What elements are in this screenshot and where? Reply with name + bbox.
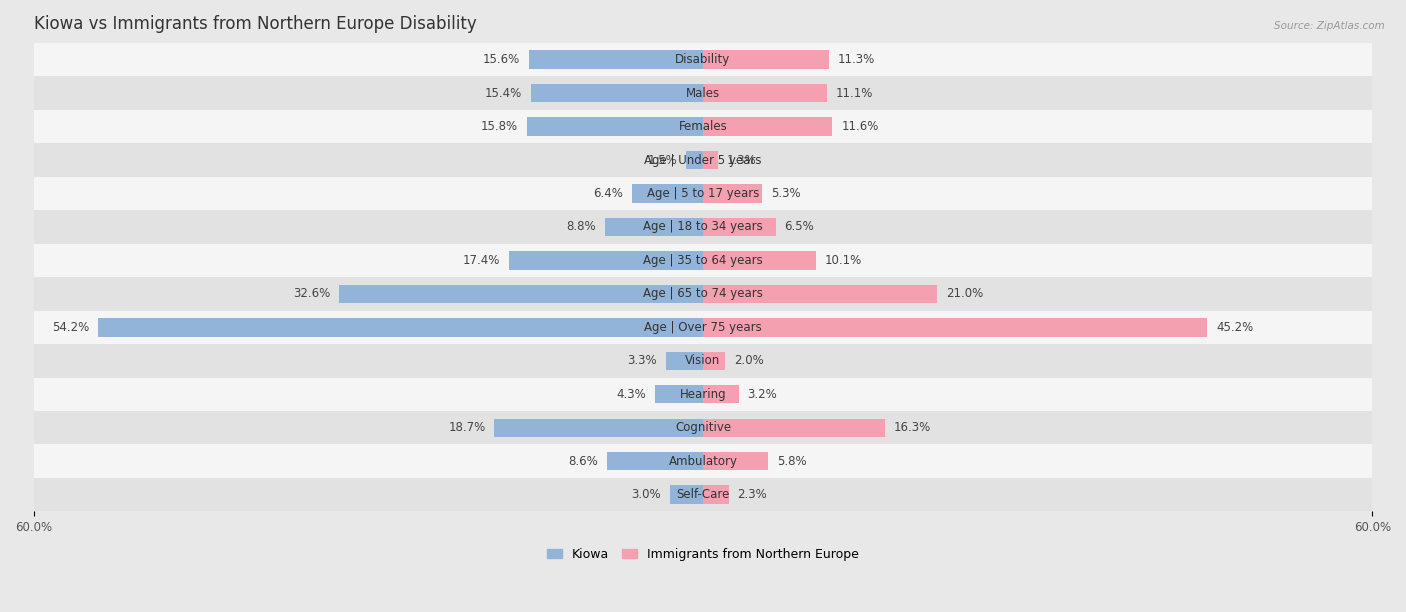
Bar [703, 419, 884, 437]
Bar [34, 311, 1372, 344]
Text: Ambulatory: Ambulatory [668, 455, 738, 468]
Text: 3.3%: 3.3% [627, 354, 657, 367]
Bar [509, 251, 703, 270]
Bar [703, 285, 938, 303]
Bar [655, 385, 703, 403]
Bar [531, 84, 703, 102]
Text: Age | Under 5 years: Age | Under 5 years [644, 154, 762, 166]
Text: Age | 65 to 74 years: Age | 65 to 74 years [643, 288, 763, 300]
Text: 4.3%: 4.3% [616, 388, 647, 401]
Text: Vision: Vision [685, 354, 721, 367]
Bar [631, 184, 703, 203]
Bar [703, 251, 815, 270]
Text: 1.5%: 1.5% [648, 154, 678, 166]
Bar [34, 444, 1372, 478]
Text: 3.2%: 3.2% [748, 388, 778, 401]
Bar [605, 218, 703, 236]
Text: Hearing: Hearing [679, 388, 727, 401]
Text: 3.0%: 3.0% [631, 488, 661, 501]
Bar [703, 452, 768, 471]
Text: Age | 18 to 34 years: Age | 18 to 34 years [643, 220, 763, 233]
Text: 15.8%: 15.8% [481, 120, 517, 133]
Text: 2.0%: 2.0% [734, 354, 763, 367]
Text: 15.4%: 15.4% [485, 86, 522, 100]
Bar [34, 344, 1372, 378]
Bar [703, 50, 830, 69]
Text: 2.3%: 2.3% [738, 488, 768, 501]
Bar [686, 151, 703, 169]
Bar [703, 385, 738, 403]
Text: 32.6%: 32.6% [292, 288, 330, 300]
Legend: Kiowa, Immigrants from Northern Europe: Kiowa, Immigrants from Northern Europe [543, 543, 863, 566]
Text: Disability: Disability [675, 53, 731, 66]
Text: 8.6%: 8.6% [568, 455, 598, 468]
Bar [34, 478, 1372, 512]
Text: Kiowa vs Immigrants from Northern Europe Disability: Kiowa vs Immigrants from Northern Europe… [34, 15, 477, 33]
Text: Males: Males [686, 86, 720, 100]
Text: Age | 35 to 64 years: Age | 35 to 64 years [643, 254, 763, 267]
Text: Females: Females [679, 120, 727, 133]
Bar [34, 110, 1372, 143]
Text: Cognitive: Cognitive [675, 421, 731, 435]
Text: 17.4%: 17.4% [463, 254, 501, 267]
Text: Age | 5 to 17 years: Age | 5 to 17 years [647, 187, 759, 200]
Text: 6.5%: 6.5% [785, 220, 814, 233]
Text: 16.3%: 16.3% [894, 421, 931, 435]
Text: Source: ZipAtlas.com: Source: ZipAtlas.com [1274, 21, 1385, 31]
Bar [98, 318, 703, 337]
Bar [495, 419, 703, 437]
Bar [34, 210, 1372, 244]
Bar [703, 318, 1208, 337]
Text: 15.6%: 15.6% [482, 53, 520, 66]
Bar [34, 277, 1372, 311]
Text: 54.2%: 54.2% [52, 321, 90, 334]
Bar [527, 118, 703, 136]
Text: Age | Over 75 years: Age | Over 75 years [644, 321, 762, 334]
Bar [34, 76, 1372, 110]
Bar [703, 218, 776, 236]
Text: 6.4%: 6.4% [593, 187, 623, 200]
Bar [703, 118, 832, 136]
Text: 18.7%: 18.7% [449, 421, 485, 435]
Bar [529, 50, 703, 69]
Bar [607, 452, 703, 471]
Text: 5.8%: 5.8% [776, 455, 806, 468]
Bar [703, 184, 762, 203]
Bar [34, 143, 1372, 177]
Text: 8.8%: 8.8% [567, 220, 596, 233]
Text: 11.1%: 11.1% [835, 86, 873, 100]
Bar [34, 43, 1372, 76]
Text: 1.3%: 1.3% [727, 154, 756, 166]
Bar [703, 352, 725, 370]
Text: 45.2%: 45.2% [1216, 321, 1254, 334]
Text: 21.0%: 21.0% [946, 288, 983, 300]
Bar [703, 84, 827, 102]
Bar [666, 352, 703, 370]
Text: Self-Care: Self-Care [676, 488, 730, 501]
Text: 10.1%: 10.1% [824, 254, 862, 267]
Bar [703, 151, 717, 169]
Bar [34, 411, 1372, 444]
Text: 5.3%: 5.3% [770, 187, 800, 200]
Bar [703, 485, 728, 504]
Bar [34, 177, 1372, 210]
Bar [339, 285, 703, 303]
Bar [669, 485, 703, 504]
Bar [34, 244, 1372, 277]
Bar [34, 378, 1372, 411]
Text: 11.3%: 11.3% [838, 53, 876, 66]
Text: 11.6%: 11.6% [841, 120, 879, 133]
